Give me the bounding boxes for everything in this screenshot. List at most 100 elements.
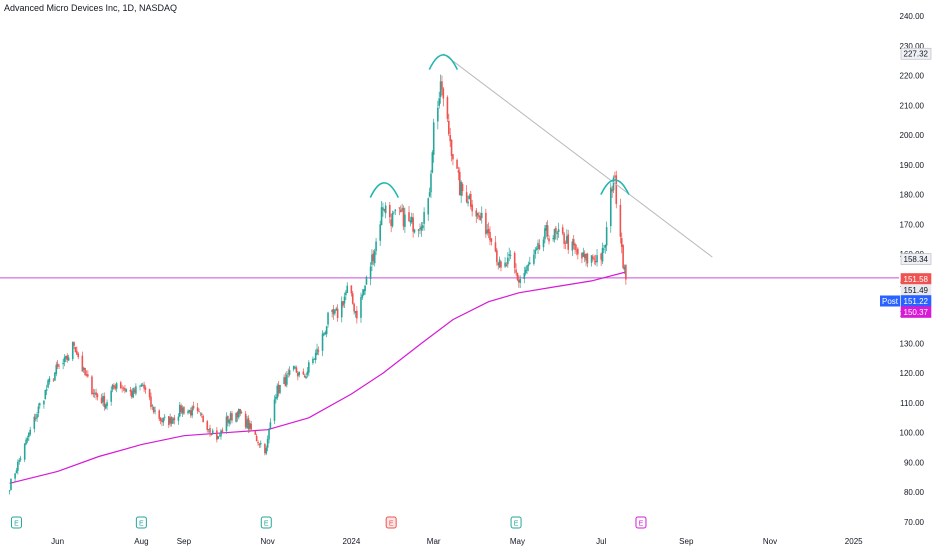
candle xyxy=(150,392,152,410)
candle xyxy=(518,275,520,288)
candle xyxy=(52,378,55,383)
candle xyxy=(216,427,218,443)
candle-body xyxy=(494,242,497,252)
candle xyxy=(479,212,482,221)
candle xyxy=(207,429,210,433)
chart-title: Advanced Micro Devices Inc, 1D, NASDAQ xyxy=(4,3,178,13)
candle xyxy=(67,354,70,362)
candle-body xyxy=(382,207,384,210)
candle xyxy=(478,211,480,220)
candle xyxy=(15,467,18,474)
candle xyxy=(507,252,509,268)
candle xyxy=(519,275,521,289)
candle-body xyxy=(81,355,84,372)
candle-body xyxy=(133,389,136,393)
candle-body xyxy=(221,430,224,433)
candle xyxy=(265,445,268,456)
event-marker-label: E xyxy=(264,521,269,528)
candle xyxy=(206,419,209,433)
candle-body xyxy=(430,173,432,193)
candle-body xyxy=(398,207,401,209)
candle xyxy=(113,383,115,390)
candle xyxy=(229,411,232,425)
candle-body xyxy=(563,233,565,244)
candle xyxy=(110,386,112,406)
candle xyxy=(162,417,165,426)
candle-body xyxy=(247,418,250,430)
candle-body xyxy=(249,423,251,429)
candle xyxy=(308,360,310,377)
candle xyxy=(254,430,257,436)
candle xyxy=(535,246,538,251)
candle xyxy=(431,150,434,174)
y-tick-label: 70.00 xyxy=(904,518,925,527)
candle-body xyxy=(574,243,576,250)
candle xyxy=(324,330,327,336)
candle-body xyxy=(354,311,357,314)
candle-body xyxy=(283,377,285,385)
candle-body xyxy=(183,406,185,414)
candle xyxy=(538,239,541,251)
candle xyxy=(375,237,377,256)
candle-body xyxy=(77,353,80,358)
candle xyxy=(36,412,38,422)
candle xyxy=(221,427,224,434)
candle xyxy=(288,366,291,377)
candle xyxy=(58,363,60,369)
price-label-text: 151.22 xyxy=(904,297,929,306)
candle-body xyxy=(132,388,134,398)
candle-body xyxy=(170,417,173,424)
candle-body xyxy=(509,255,512,256)
moving-average-line xyxy=(9,271,627,484)
candle xyxy=(533,249,535,266)
candle xyxy=(266,435,269,452)
candle xyxy=(202,414,204,423)
candle-body xyxy=(373,251,376,264)
candle xyxy=(129,386,132,396)
candle xyxy=(74,346,77,353)
candle xyxy=(269,418,272,430)
candle-body xyxy=(384,205,387,214)
candle-body xyxy=(611,189,613,192)
candle-body xyxy=(485,212,487,235)
candle xyxy=(198,408,200,413)
event-marker-box xyxy=(135,516,147,529)
candle-body xyxy=(553,229,556,240)
candle xyxy=(423,207,425,231)
candle-body xyxy=(18,460,21,462)
candle xyxy=(73,341,75,350)
candle-body xyxy=(622,245,624,268)
candle-body xyxy=(390,219,392,227)
candle-body xyxy=(461,184,464,192)
candle-body xyxy=(324,332,327,334)
candle xyxy=(325,325,328,338)
y-tick-label: 100.00 xyxy=(900,429,925,438)
candle xyxy=(283,374,285,385)
post-market-tag xyxy=(880,295,900,307)
candle-body xyxy=(150,396,152,408)
candle-body xyxy=(566,235,568,244)
candle-body xyxy=(259,443,262,445)
candle-body xyxy=(356,310,358,319)
candle-body xyxy=(93,393,96,395)
candle-body xyxy=(546,225,549,237)
y-tick-label: 120.00 xyxy=(900,369,925,378)
candle xyxy=(555,225,557,240)
candle-body xyxy=(316,348,318,355)
candle xyxy=(438,91,441,109)
y-tick-label: 90.00 xyxy=(904,459,925,468)
candle-body xyxy=(56,363,59,367)
candle-body xyxy=(258,443,261,445)
candle-body xyxy=(362,289,365,296)
price-label-text: 150.37 xyxy=(904,308,929,317)
candle-body xyxy=(23,443,26,460)
candle xyxy=(413,228,416,234)
candle-body xyxy=(600,253,602,260)
candle-body xyxy=(189,410,192,416)
candle-body xyxy=(489,232,491,241)
candle xyxy=(346,282,349,294)
candle-body xyxy=(277,384,280,394)
y-tick-label: 230.00 xyxy=(900,42,925,51)
candle xyxy=(369,262,372,286)
